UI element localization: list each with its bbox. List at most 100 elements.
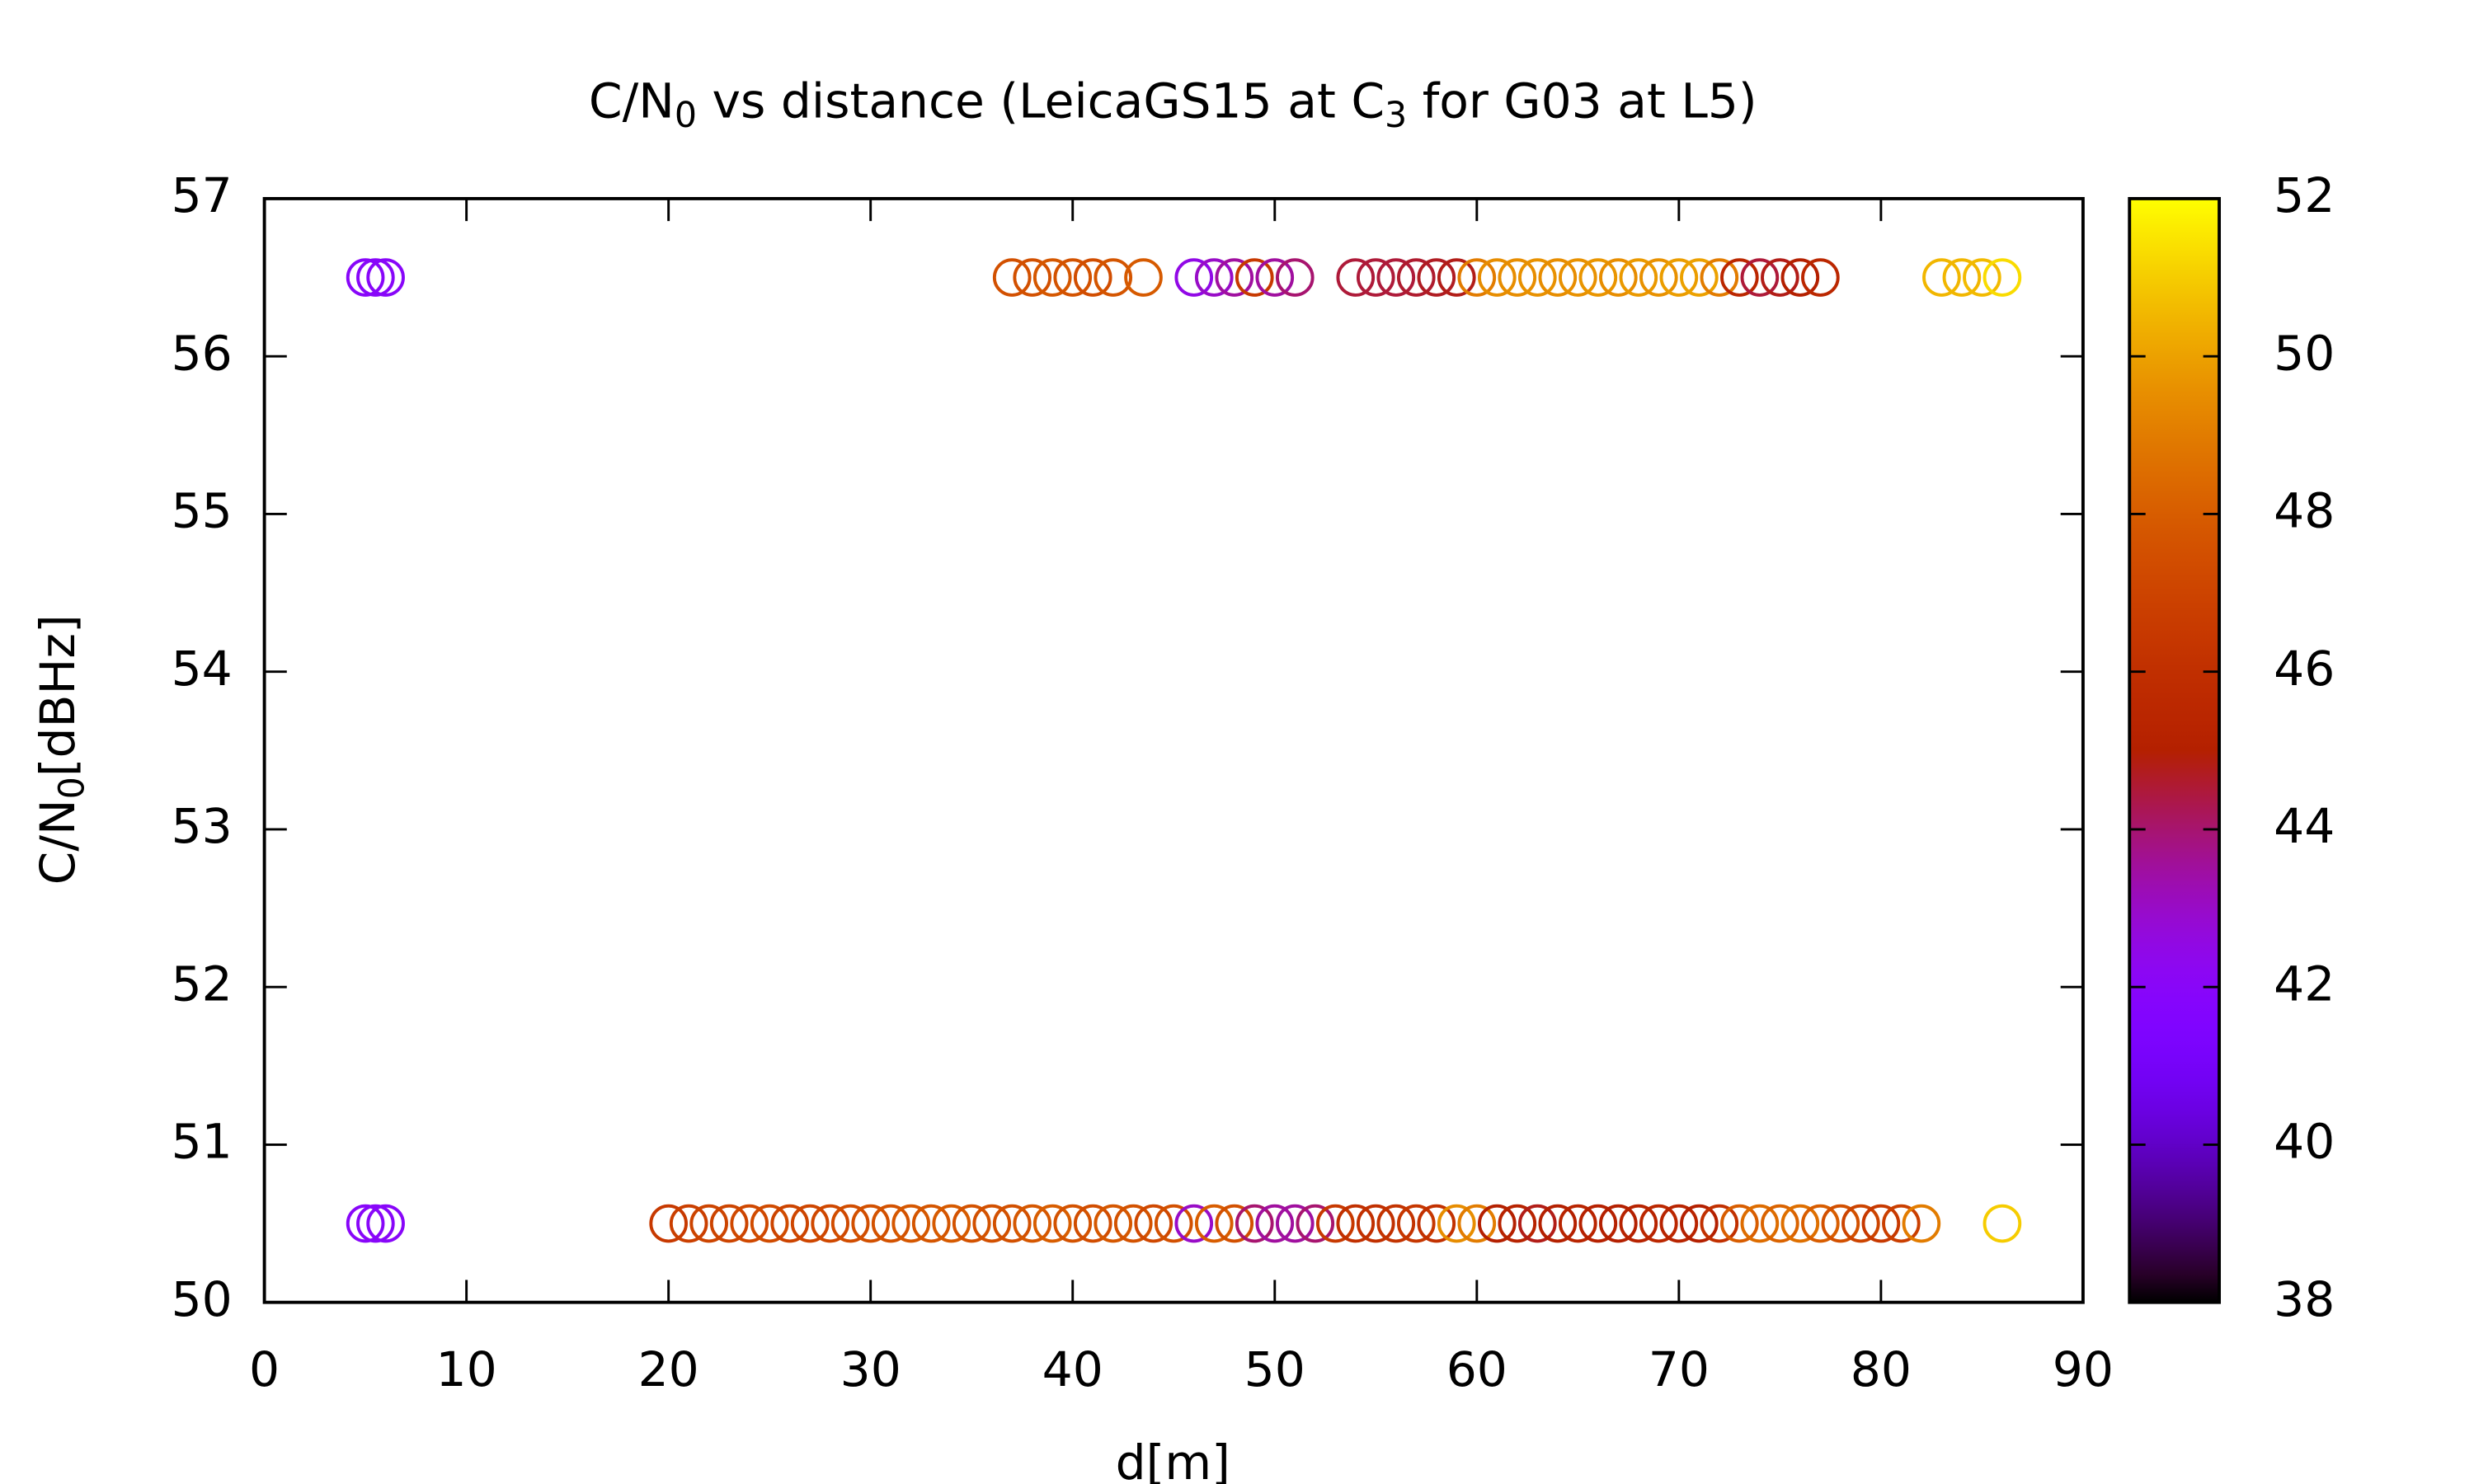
point — [1882, 1204, 1921, 1243]
y-tick-label: 52 — [172, 956, 233, 1012]
point — [1417, 1204, 1456, 1243]
point — [1498, 258, 1537, 297]
point — [1861, 1204, 1901, 1243]
point — [1922, 258, 1961, 297]
point — [830, 1204, 870, 1243]
colorbar — [2128, 196, 2222, 1304]
label-part: 3 — [1385, 94, 1407, 135]
point — [992, 258, 1032, 297]
point — [1255, 258, 1295, 297]
point — [1578, 258, 1618, 297]
point — [972, 1204, 1012, 1243]
point — [1761, 1204, 1799, 1243]
point — [1315, 1204, 1355, 1243]
point — [1457, 1204, 1497, 1243]
point — [1174, 1204, 1214, 1243]
x-tick-label: 50 — [1244, 1341, 1305, 1397]
point — [1982, 1204, 2022, 1243]
point — [1053, 1204, 1093, 1243]
point — [851, 1204, 891, 1243]
point — [1336, 258, 1376, 297]
point — [1174, 258, 1214, 297]
point — [366, 1204, 405, 1243]
point — [1680, 258, 1719, 297]
point — [1841, 1204, 1880, 1243]
point — [356, 1204, 395, 1243]
point — [346, 1204, 385, 1243]
x-tick-label: 90 — [2053, 1341, 2114, 1397]
point — [1821, 1204, 1860, 1243]
point — [1559, 1204, 1597, 1243]
y-tick-label: 53 — [172, 798, 233, 854]
plot-frame — [262, 196, 2085, 1304]
point — [1942, 258, 1982, 297]
point — [1477, 258, 1517, 297]
colorbar-tick-label: 50 — [2274, 325, 2335, 381]
point — [366, 258, 405, 297]
point — [1032, 1204, 1072, 1243]
point — [1538, 258, 1578, 297]
colorbar-tick-label: 52 — [2274, 167, 2335, 223]
x-tick-label: 60 — [1446, 1341, 1507, 1397]
point — [1396, 258, 1436, 297]
point — [1275, 258, 1315, 297]
point — [871, 1204, 910, 1243]
point — [1376, 1204, 1416, 1243]
point — [1073, 258, 1112, 297]
point — [1659, 1204, 1699, 1243]
point — [1154, 1204, 1193, 1243]
point — [649, 1204, 688, 1243]
x-tick-label: 70 — [1649, 1341, 1710, 1397]
point — [770, 1204, 810, 1243]
point — [1578, 1204, 1618, 1243]
point — [1720, 1204, 1759, 1243]
point — [1457, 258, 1497, 297]
point — [911, 1204, 951, 1243]
x-tick-label: 20 — [638, 1341, 699, 1397]
label-part: C/N — [589, 73, 675, 129]
label-part: for G03 at L5) — [1407, 73, 1757, 129]
point — [1255, 1204, 1295, 1243]
colorbar-tick-label: 42 — [2274, 956, 2335, 1012]
point — [932, 1204, 971, 1243]
x-tick-label: 0 — [249, 1341, 280, 1397]
point — [1194, 1204, 1234, 1243]
point — [1356, 258, 1395, 297]
point — [1437, 258, 1476, 297]
point — [1559, 258, 1597, 297]
point — [1517, 1204, 1557, 1243]
point — [1740, 1204, 1780, 1243]
point — [689, 1204, 728, 1243]
point — [992, 1204, 1032, 1243]
point — [891, 1204, 931, 1243]
point — [811, 1204, 850, 1243]
point — [1619, 258, 1658, 297]
point — [1538, 1204, 1578, 1243]
label-part: C/N — [30, 799, 86, 885]
point — [1963, 258, 2001, 297]
point — [1013, 1204, 1052, 1243]
point — [1700, 258, 1739, 297]
point — [1235, 1204, 1274, 1243]
point — [1639, 258, 1678, 297]
point — [1376, 258, 1416, 297]
point — [1336, 1204, 1376, 1243]
x-tick-label: 10 — [436, 1341, 497, 1397]
point — [1275, 1204, 1315, 1243]
x-tick-label: 80 — [1851, 1341, 1912, 1397]
y-tick-label: 54 — [172, 641, 233, 697]
point — [1639, 1204, 1678, 1243]
point — [1700, 1204, 1739, 1243]
point — [1437, 1204, 1476, 1243]
point — [1013, 258, 1052, 297]
point — [1619, 1204, 1658, 1243]
point — [1780, 258, 1820, 297]
point — [1124, 258, 1163, 297]
point — [1235, 258, 1274, 297]
point — [730, 1204, 769, 1243]
colorbar-tick-label: 38 — [2274, 1271, 2335, 1327]
point — [346, 258, 385, 297]
x-tick-label: 30 — [840, 1341, 901, 1397]
